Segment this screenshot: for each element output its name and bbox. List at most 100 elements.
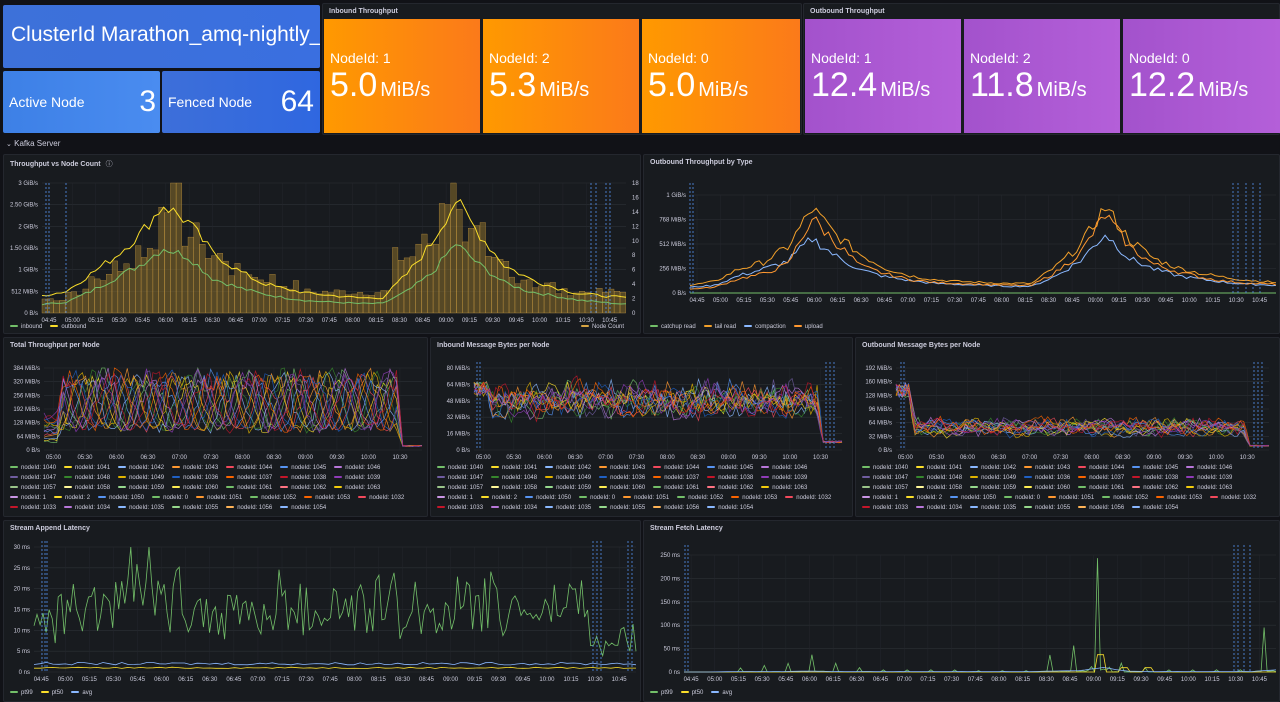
kafka-server-row-header[interactable]: ⌄ Kafka Server [6, 139, 60, 151]
legend-item[interactable]: nodeId: 1055 [1024, 503, 1070, 513]
legend-item[interactable]: nodeId: 1060 [172, 483, 218, 493]
legend-item[interactable]: nodeId: 1056 [226, 503, 272, 513]
outbound-node-0-tile[interactable]: NodeId: 0 12.2 MiB/s [1123, 19, 1280, 133]
legend-item[interactable]: compaction [744, 322, 786, 332]
active-node-tile[interactable]: Active Node 3 [3, 71, 160, 133]
legend-item[interactable]: nodeId: 1045 [280, 463, 326, 473]
legend-item[interactable]: nodeId: 1056 [1078, 503, 1124, 513]
legend-item[interactable]: nodeId: 1 [10, 493, 46, 503]
legend-item[interactable]: nodeId: 1063 [334, 483, 380, 493]
legend-item[interactable]: nodeId: 1047 [437, 473, 483, 483]
legend-item[interactable]: nodeId: 1061 [226, 483, 272, 493]
legend-item[interactable]: nodeId: 1043 [172, 463, 218, 473]
legend-item[interactable]: nodeId: 1060 [599, 483, 645, 493]
legend-item[interactable]: nodeId: 1058 [64, 483, 110, 493]
legend-item[interactable]: pt99 [650, 688, 673, 698]
legend-item[interactable]: nodeId: 1046 [334, 463, 380, 473]
legend-item[interactable]: nodeId: 1035 [970, 503, 1016, 513]
legend-item[interactable]: nodeId: 1 [437, 493, 473, 503]
legend-item[interactable]: nodeId: 2 [54, 493, 90, 503]
legend-item[interactable]: nodeId: 1045 [1132, 463, 1178, 473]
legend-item[interactable]: nodeId: 1057 [10, 483, 56, 493]
legend-item[interactable]: nodeId: 1046 [1186, 463, 1232, 473]
throughput-vs-node-count-panel[interactable]: Throughput vs Node Count ⓘ 0 B/s 512 MiB/… [3, 154, 641, 334]
legend-item[interactable]: tail read [703, 322, 736, 332]
legend-item[interactable]: nodeId: 1062 [707, 483, 753, 493]
outbound-throughput-by-type-panel[interactable]: Outbound Throughput by Type 0 B/s 256 MiB… [643, 154, 1280, 334]
legend-item[interactable]: nodeId: 1048 [916, 473, 962, 483]
legend-item[interactable]: nodeId: 1048 [491, 473, 537, 483]
legend-item[interactable]: nodeId: 1053 [304, 493, 350, 503]
legend-item[interactable]: catchup read [650, 322, 696, 332]
legend-item[interactable]: nodeId: 1032 [785, 493, 831, 503]
legend-item[interactable]: nodeId: 1042 [545, 463, 591, 473]
legend-item[interactable]: nodeId: 1042 [970, 463, 1016, 473]
outbound-node-2-tile[interactable]: NodeId: 2 11.8 MiB/s [964, 19, 1120, 133]
legend-item[interactable]: nodeId: 1042 [118, 463, 164, 473]
legend-item[interactable]: nodeId: 1044 [653, 463, 699, 473]
legend-item[interactable]: nodeId: 1050 [98, 493, 144, 503]
legend-item[interactable]: nodeId: 1035 [545, 503, 591, 513]
legend-item[interactable]: nodeId: 1059 [545, 483, 591, 493]
legend-item[interactable]: nodeId: 1054 [280, 503, 326, 513]
legend-item[interactable]: pt50 [680, 688, 703, 698]
legend-item[interactable]: nodeId: 1048 [64, 473, 110, 483]
legend-item[interactable]: nodeId: 1038 [1132, 473, 1178, 483]
legend-item[interactable]: nodeId: 2 [481, 493, 517, 503]
legend-item[interactable]: nodeId: 1055 [172, 503, 218, 513]
legend-item[interactable]: nodeId: 1035 [118, 503, 164, 513]
legend-item[interactable]: nodeId: 1047 [10, 473, 56, 483]
legend-item[interactable]: nodeId: 1044 [1078, 463, 1124, 473]
legend-item[interactable]: nodeId: 1034 [64, 503, 110, 513]
legend-item[interactable]: nodeId: 1054 [1132, 503, 1178, 513]
legend-item[interactable]: nodeId: 1036 [1024, 473, 1070, 483]
legend-item[interactable]: inbound [10, 322, 42, 332]
legend-item[interactable]: nodeId: 1043 [599, 463, 645, 473]
legend-item[interactable]: nodeId: 1051 [196, 493, 242, 503]
legend-item[interactable]: nodeId: 1047 [862, 473, 908, 483]
legend-item[interactable]: nodeId: 1061 [1078, 483, 1124, 493]
legend-item[interactable]: nodeId: 1041 [64, 463, 110, 473]
legend-item[interactable]: nodeId: 2 [906, 493, 942, 503]
legend-item[interactable]: nodeId: 1032 [358, 493, 404, 503]
legend-item[interactable]: nodeId: 1045 [707, 463, 753, 473]
legend-item[interactable]: nodeId: 1059 [970, 483, 1016, 493]
info-icon[interactable]: ⓘ [105, 161, 113, 168]
legend-item[interactable]: nodeId: 1033 [10, 503, 56, 513]
legend-item[interactable]: avg [711, 688, 732, 698]
legend-item[interactable]: nodeId: 1062 [280, 483, 326, 493]
legend-item[interactable]: nodeId: 1062 [1132, 483, 1178, 493]
legend-item[interactable]: nodeId: 1040 [437, 463, 483, 473]
legend-item[interactable]: nodeId: 1 [862, 493, 898, 503]
legend-item[interactable]: nodeId: 1043 [1024, 463, 1070, 473]
inbound-node-2-tile[interactable]: NodeId: 2 5.3 MiB/s [483, 19, 639, 133]
legend-item[interactable]: nodeId: 1050 [525, 493, 571, 503]
legend-item[interactable]: nodeId: 1052 [677, 493, 723, 503]
legend-item[interactable]: nodeId: 1040 [862, 463, 908, 473]
legend-item[interactable]: nodeId: 0 [152, 493, 188, 503]
legend-item[interactable]: nodeId: 1053 [1156, 493, 1202, 503]
legend-item[interactable]: nodeId: 1049 [970, 473, 1016, 483]
legend-item[interactable]: nodeId: 1053 [731, 493, 777, 503]
legend-item[interactable]: nodeId: 1057 [862, 483, 908, 493]
legend-item[interactable]: nodeId: 1061 [653, 483, 699, 493]
outbound-message-bytes-panel[interactable]: Outbound Message Bytes per Node 0 B/s 32 … [855, 337, 1280, 517]
legend-item[interactable]: nodeId: 1041 [491, 463, 537, 473]
inbound-message-bytes-panel[interactable]: Inbound Message Bytes per Node 0 B/s 16 M… [430, 337, 853, 517]
legend-item[interactable]: nodeId: 1050 [950, 493, 996, 503]
legend-item[interactable]: nodeId: 1049 [118, 473, 164, 483]
legend-item[interactable]: nodeId: 1051 [623, 493, 669, 503]
legend-item[interactable]: nodeId: 1040 [10, 463, 56, 473]
total-throughput-per-node-panel[interactable]: Total Throughput per Node 0 B/s 64 MiB/s 1… [3, 337, 428, 517]
stream-append-latency-panel[interactable]: Stream Append Latency 0 ns 5 ms 10 ms 15 ms… [3, 520, 641, 702]
legend-item[interactable]: nodeId: 1052 [250, 493, 296, 503]
legend-item[interactable]: nodeId: 1037 [653, 473, 699, 483]
cluster-id-tile[interactable]: ClusterId Marathon_amq-nightly_w [3, 5, 320, 68]
inbound-node-1-tile[interactable]: NodeId: 1 5.0 MiB/s [324, 19, 480, 133]
legend-item[interactable]: nodeId: 1039 [1186, 473, 1232, 483]
legend-item[interactable]: nodeId: 1041 [916, 463, 962, 473]
legend-item[interactable]: nodeId: 1036 [599, 473, 645, 483]
legend-item[interactable]: outbound [50, 322, 86, 332]
legend-item[interactable]: nodeId: 1049 [545, 473, 591, 483]
legend-item[interactable]: pt50 [40, 688, 63, 698]
